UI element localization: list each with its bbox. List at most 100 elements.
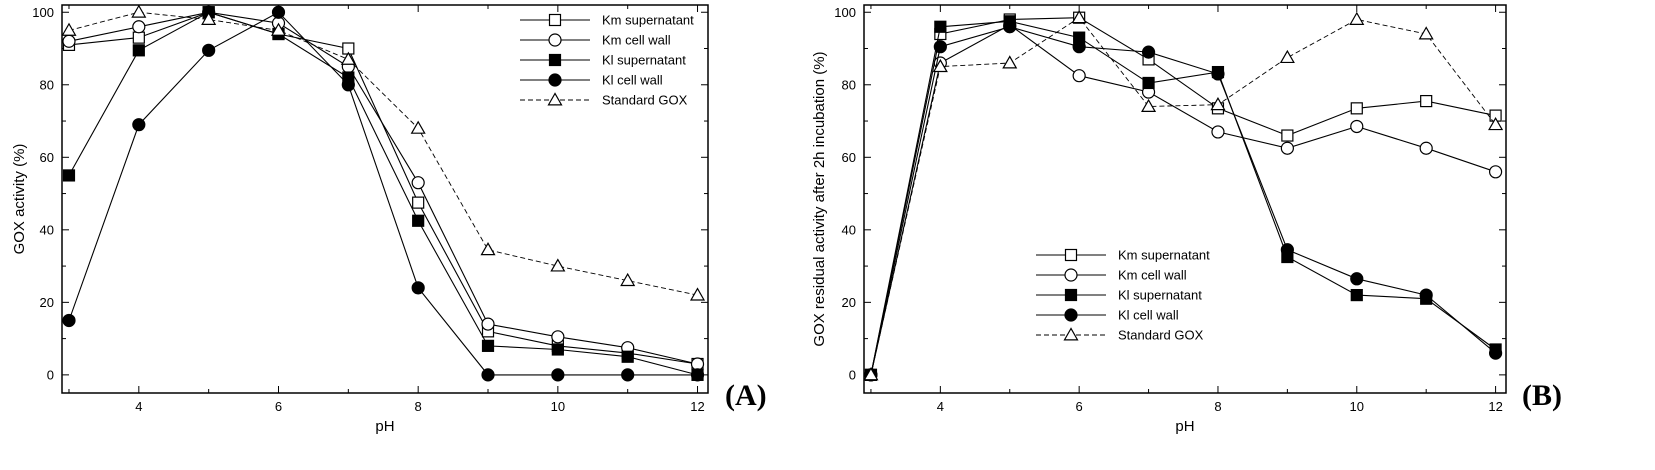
data-point (1488, 346, 1503, 360)
data-point (62, 313, 76, 328)
data-point (1419, 288, 1433, 302)
data-point (1280, 141, 1294, 155)
data-point (1279, 49, 1295, 64)
data-point (270, 22, 287, 36)
data-point (132, 118, 146, 132)
legend-marker (1063, 327, 1079, 341)
panel-a: 4 6 8 10 12 0 20 40 60 80 100 pH GOX activity (%) (A)… (11, 4, 767, 435)
legend-item: Km supernatant (1036, 248, 1210, 263)
data-point (1281, 129, 1294, 142)
data-point (863, 367, 879, 381)
data-point (1419, 141, 1433, 155)
x-tick-label: 12 (690, 399, 704, 414)
legend-marker (1064, 288, 1078, 302)
x-tick-label: 6 (275, 399, 282, 414)
data-point (551, 330, 565, 344)
panel-label: (A) (725, 379, 767, 412)
legend-item: Km supernatant (520, 13, 694, 28)
series-line (68, 11, 698, 376)
legend-marker (1064, 248, 1078, 262)
y-tick-label: 20 (40, 295, 54, 310)
series-line (870, 20, 1496, 376)
data-point (1350, 102, 1363, 115)
data-point (132, 44, 145, 57)
legend-marker (548, 53, 562, 67)
legend-label: Kl cell wall (602, 73, 663, 88)
data-point (1003, 20, 1017, 34)
legend-item: Standard GOX (1036, 327, 1204, 343)
data-point (62, 34, 76, 48)
legend: Km supernatant Km cell wall Kl supernatant… (1036, 248, 1210, 343)
data-point (1488, 165, 1503, 179)
legend-label: Kl supernatant (602, 53, 686, 68)
y-axis-label: GOX residual activity after 2h incubatio… (811, 51, 828, 346)
legend: Km supernatant Km cell wall Kl supernatant… (520, 13, 694, 108)
data-point (271, 5, 286, 19)
data-point (689, 287, 706, 301)
y-tick-label: 80 (842, 77, 856, 92)
plot-frame (863, 4, 1507, 394)
data-point (1002, 55, 1018, 69)
series-kl-supernatant (864, 15, 1502, 381)
panel-label: (B) (1522, 379, 1562, 412)
panel-b: 4 6 8 10 12 0 20 40 60 80 100 pH GOX residual activi… (811, 4, 1562, 435)
x-tick-label: 10 (551, 399, 565, 414)
y-tick-label: 80 (40, 77, 54, 92)
data-point (1350, 119, 1364, 134)
data-point (201, 11, 217, 25)
y-tick-label: 20 (842, 295, 856, 310)
data-point (1072, 40, 1086, 54)
series-line (68, 11, 698, 376)
data-point (410, 120, 426, 134)
data-point (1072, 69, 1086, 83)
data-point (690, 357, 705, 371)
series-standard-gox (61, 4, 706, 301)
data-point (1349, 11, 1365, 25)
data-point (1420, 94, 1433, 108)
data-point (1142, 76, 1155, 90)
data-point (1350, 272, 1364, 286)
data-point (411, 176, 425, 190)
x-tick-label: 4 (937, 399, 944, 414)
legend-label: Kl cell wall (1118, 308, 1179, 323)
data-point (411, 281, 425, 295)
x-tick-label: 12 (1488, 399, 1502, 414)
data-point (481, 368, 495, 382)
series-km-supernatant (864, 11, 1502, 381)
data-point (932, 58, 948, 73)
legend-marker (548, 73, 562, 87)
data-point (481, 339, 495, 352)
data-point (1350, 288, 1363, 302)
legend-label: Km cell wall (602, 33, 671, 48)
series-line (870, 24, 1496, 376)
legend-label: Km supernatant (1118, 248, 1210, 263)
series-line (68, 11, 698, 365)
data-point (551, 368, 565, 382)
data-point (1071, 9, 1087, 24)
legend-item: Kl supernatant (520, 53, 686, 68)
data-point (62, 169, 76, 182)
data-point (933, 40, 947, 54)
series-kl-cell-wall (864, 20, 1503, 382)
data-point (480, 242, 496, 256)
y-tick-label: 100 (834, 5, 856, 20)
legend-marker (548, 33, 562, 47)
x-tick-label: 10 (1350, 399, 1364, 414)
data-point (1141, 98, 1157, 113)
data-point (412, 214, 425, 227)
y-tick-label: 40 (40, 222, 54, 237)
y-tick-label: 0 (47, 367, 54, 382)
y-tick-label: 60 (842, 150, 856, 165)
y-axis-label: GOX activity (%) (11, 144, 28, 255)
data-point (1141, 45, 1156, 59)
series-line (870, 17, 1496, 376)
data-point (1211, 67, 1225, 81)
series-line (870, 26, 1496, 376)
legend-item: Kl supernatant (1036, 288, 1202, 303)
x-tick-label: 6 (1076, 399, 1083, 414)
data-point (340, 51, 356, 65)
data-point (202, 43, 216, 57)
legend-item: Km cell wall (520, 33, 671, 48)
data-point (412, 196, 425, 209)
